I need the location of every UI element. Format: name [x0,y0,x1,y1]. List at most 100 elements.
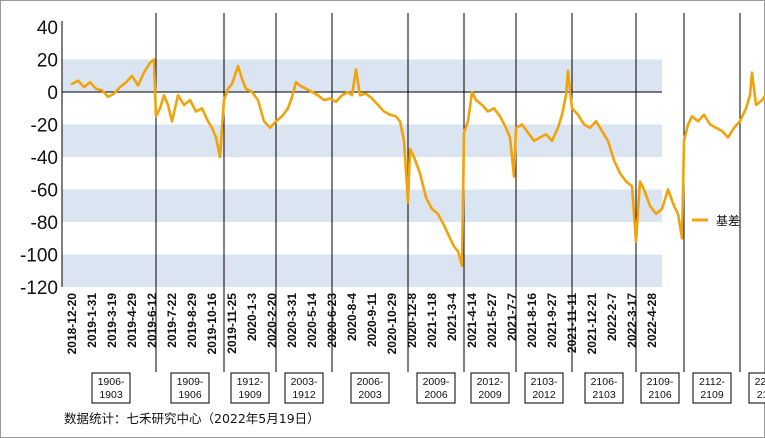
contract-label-top-7: 2103- [531,376,558,388]
x-tick-label-14: 2020-8-4 [345,293,359,341]
y-tick-label-6: -80 [31,213,58,234]
contract-box-6: 2012-2009 [470,372,510,404]
x-tick-labels: 2018-12-20 2019-1-31 2019-3-19 2019-4-29 201… [65,293,659,355]
grid-band-0 [62,59,662,92]
y-tick-label-4: -40 [31,148,58,169]
contract-box-frame-3 [284,372,324,404]
source-note: 数据统计：七禾研究中心（2022年5月19日） [64,411,320,426]
grid-band-1 [62,124,662,157]
contract-box-frame-8 [584,372,624,404]
contract-box-8: 2106-2103 [584,372,624,404]
contract-label-top-3: 2003- [291,376,318,388]
x-tick-label-15: 2020-9-11 [365,293,379,347]
x-tick-label-22: 2021-7-7 [505,293,519,341]
x-tick-label-0: 2018-12-20 [65,293,79,355]
series-group [70,58,765,268]
contract-box-frame-2 [230,372,270,404]
contract-box-5: 2009-2006 [416,372,456,404]
contract-label-bottom-4: 2003 [358,389,382,401]
x-tick-label-9: 2020-1-3 [245,293,259,341]
x-tick-label-28: 2022-3-17 [625,293,639,348]
y-tick-label-2: 0 [47,83,58,104]
contract-label-top-8: 2106- [591,376,618,388]
contract-box-frame-10 [692,372,732,404]
contract-box-9: 2109-2106 [640,372,680,404]
contract-box-frame-1 [170,372,210,404]
x-tick-label-10: 2020-2-20 [265,293,279,348]
x-tick-label-23: 2021-8-16 [525,293,539,348]
x-tick-label-11: 2020-3-31 [285,293,299,348]
contract-label-bottom-8: 2103 [592,389,616,401]
x-tick-label-12: 2020-5-14 [305,293,319,348]
x-tick-label-2: 2019-3-19 [105,293,119,348]
y-tick-label-1: 20 [37,51,58,72]
y-tick-label-3: -20 [31,116,58,137]
contract-label-bottom-6: 2009 [478,389,502,401]
x-tick-label-26: 2021-12-21 [585,293,599,355]
series-line-basis [70,58,765,268]
contract-box-2: 1912-1909 [230,372,270,404]
x-tick-label-18: 2021-1-18 [425,293,439,348]
contract-label-bottom-7: 2012 [532,389,556,401]
x-tick-label-1: 2019-1-31 [85,293,99,348]
contract-box-frame-4 [350,372,390,404]
contract-box-7: 2103-2012 [524,372,564,404]
contract-label-bottom-9: 2106 [648,389,672,401]
y-tick-label-0: 40 [37,18,58,39]
contract-box-frame-5 [416,372,456,404]
y-tick-labels: 40 20 0 -20 -40 -60 -80 -100 -120 [20,18,58,299]
x-tick-label-16: 2020-10-29 [385,293,399,355]
contract-label-bottom-0: 1903 [99,389,123,401]
x-tick-label-27: 2022-2-7 [605,293,619,341]
contract-box-frame-11 [748,372,765,404]
x-tick-label-4: 2019-6-12 [145,293,159,348]
x-tick-label-8: 2019-11-25 [225,293,239,354]
contract-label-bottom-11: 2112 [757,389,765,401]
contract-box-1: 1909-1906 [170,372,210,404]
contract-label-top-6: 2012- [477,376,504,388]
contract-box-frame-0 [91,372,131,404]
x-tick-label-3: 2019-4-29 [125,293,139,348]
x-tick-label-13: 2020-6-23 [325,293,339,348]
contract-label-top-9: 2109- [647,376,674,388]
contract-label-bottom-2: 1909 [238,389,262,401]
contract-box-3: 2003-1912 [284,372,324,404]
contract-boxes: 1906-1903 1909-1906 1912-1909 2003-1912 2006… [91,372,765,404]
x-tick-label-21: 2021-5-27 [485,293,499,348]
grid-band-3 [62,254,662,287]
axes [61,21,662,287]
x-tick-label-17: 2020-12-8 [405,293,419,348]
x-tick-label-19: 2021-3-4 [445,293,459,341]
contract-box-frame-6 [470,372,510,404]
y-tick-label-5: -60 [31,181,58,202]
contract-box-10: 2112-2109 [692,372,732,404]
contract-box-0: 1906-1903 [91,372,131,404]
contract-label-top-4: 2006- [357,376,384,388]
contract-box-frame-9 [640,372,680,404]
contract-label-bottom-5: 2006 [424,389,448,401]
contract-label-bottom-1: 1906 [178,389,202,401]
contract-label-top-1: 1909- [177,376,204,388]
grid-band-2 [62,189,662,222]
x-tick-label-5: 2019-7-22 [165,293,179,348]
legend-entry-basis: 基差 [716,214,740,228]
x-tick-label-7: 2019-10-16 [205,293,219,355]
x-tick-label-25: 2021-11-11 [565,293,579,353]
contract-label-top-0: 1906- [98,376,125,388]
contract-box-frame-7 [524,372,564,404]
x-tick-label-29: 2022-4-28 [645,293,659,348]
legend: 基差 [692,214,740,228]
y-tick-label-8: -120 [20,278,58,299]
contract-label-top-11: 2203- [755,376,765,388]
contract-label-bottom-10: 2109 [700,389,724,401]
contract-box-4: 2006-2003 [350,372,390,404]
contract-label-top-2: 1912- [237,376,264,388]
contract-box-11: 2203-2112 [748,372,765,404]
grid-bands [62,59,662,287]
contract-label-top-5: 2009- [423,376,450,388]
x-tick-label-20: 2021-4-14 [465,293,479,348]
y-tick-label-7: -100 [20,246,58,267]
contract-label-top-10: 2112- [699,376,726,388]
